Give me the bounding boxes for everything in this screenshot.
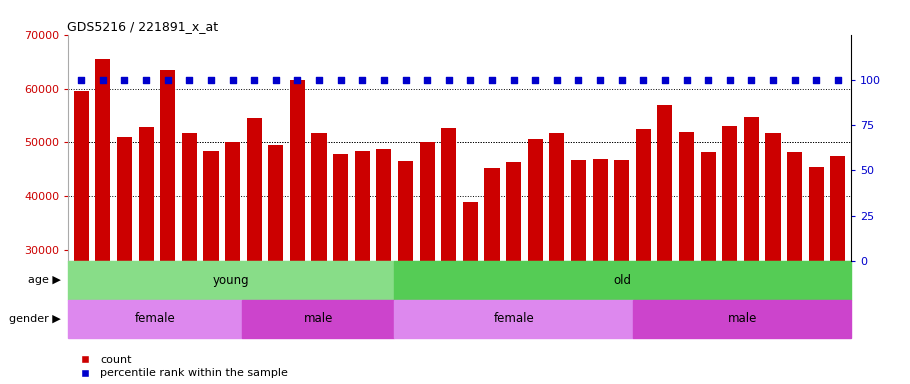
Bar bbox=[571, 160, 586, 384]
Bar bbox=[394, 261, 851, 300]
Point bbox=[268, 77, 283, 83]
Point bbox=[204, 77, 218, 83]
Point bbox=[550, 77, 564, 83]
Point bbox=[420, 77, 434, 83]
Bar bbox=[550, 133, 564, 384]
Bar bbox=[398, 161, 413, 384]
Text: age ▶: age ▶ bbox=[27, 275, 60, 285]
Bar bbox=[138, 127, 154, 384]
Bar bbox=[225, 142, 240, 384]
Bar bbox=[679, 132, 694, 384]
Point bbox=[506, 77, 521, 83]
Bar bbox=[74, 91, 89, 384]
Bar bbox=[377, 149, 391, 384]
Bar bbox=[333, 154, 349, 384]
Bar bbox=[160, 70, 176, 384]
Bar bbox=[182, 133, 197, 384]
Bar bbox=[68, 300, 242, 338]
Bar bbox=[268, 145, 283, 384]
Point bbox=[528, 77, 542, 83]
Point bbox=[226, 77, 240, 83]
Bar bbox=[394, 300, 633, 338]
Text: GDS5216 / 221891_x_at: GDS5216 / 221891_x_at bbox=[67, 20, 218, 33]
Legend: count, percentile rank within the sample: count, percentile rank within the sample bbox=[74, 355, 288, 379]
Point bbox=[658, 77, 672, 83]
Bar bbox=[311, 133, 327, 384]
Point bbox=[679, 77, 693, 83]
Bar bbox=[633, 300, 851, 338]
Bar bbox=[463, 202, 478, 384]
Point bbox=[723, 77, 737, 83]
Point bbox=[139, 77, 154, 83]
Bar bbox=[96, 59, 110, 384]
Point bbox=[247, 77, 261, 83]
Point bbox=[290, 77, 305, 83]
Bar bbox=[787, 152, 803, 384]
Point bbox=[765, 77, 780, 83]
Text: male: male bbox=[304, 312, 333, 325]
Bar bbox=[242, 300, 394, 338]
Point bbox=[117, 77, 132, 83]
Bar bbox=[743, 117, 759, 384]
Bar bbox=[441, 128, 456, 384]
Bar bbox=[528, 139, 542, 384]
Bar bbox=[830, 156, 845, 384]
Point bbox=[463, 77, 478, 83]
Bar bbox=[484, 168, 500, 384]
Point bbox=[355, 77, 369, 83]
Point bbox=[831, 77, 845, 83]
Bar bbox=[809, 167, 824, 384]
Bar bbox=[592, 159, 608, 384]
Bar bbox=[657, 105, 672, 384]
Bar bbox=[723, 126, 737, 384]
Point bbox=[787, 77, 802, 83]
Point bbox=[441, 77, 456, 83]
Bar bbox=[636, 129, 651, 384]
Text: male: male bbox=[727, 312, 757, 325]
Text: young: young bbox=[213, 274, 249, 287]
Point bbox=[399, 77, 413, 83]
Point bbox=[744, 77, 759, 83]
Bar bbox=[701, 152, 716, 384]
Bar bbox=[290, 80, 305, 384]
Point bbox=[96, 77, 110, 83]
Point bbox=[160, 77, 175, 83]
Point bbox=[614, 77, 629, 83]
Point bbox=[485, 77, 500, 83]
Text: old: old bbox=[613, 274, 632, 287]
Bar bbox=[355, 151, 369, 384]
Point bbox=[809, 77, 824, 83]
Point bbox=[571, 77, 586, 83]
Text: female: female bbox=[135, 312, 176, 325]
Point bbox=[636, 77, 651, 83]
Bar bbox=[420, 142, 435, 384]
Point bbox=[312, 77, 327, 83]
Bar bbox=[247, 118, 262, 384]
Bar bbox=[68, 261, 394, 300]
Bar bbox=[765, 133, 781, 384]
Point bbox=[74, 77, 88, 83]
Bar bbox=[506, 162, 521, 384]
Point bbox=[701, 77, 715, 83]
Point bbox=[377, 77, 391, 83]
Bar bbox=[116, 137, 132, 384]
Text: gender ▶: gender ▶ bbox=[9, 314, 60, 324]
Point bbox=[592, 77, 607, 83]
Text: female: female bbox=[493, 312, 534, 325]
Bar bbox=[203, 151, 218, 384]
Point bbox=[182, 77, 197, 83]
Bar bbox=[614, 160, 629, 384]
Point bbox=[333, 77, 348, 83]
